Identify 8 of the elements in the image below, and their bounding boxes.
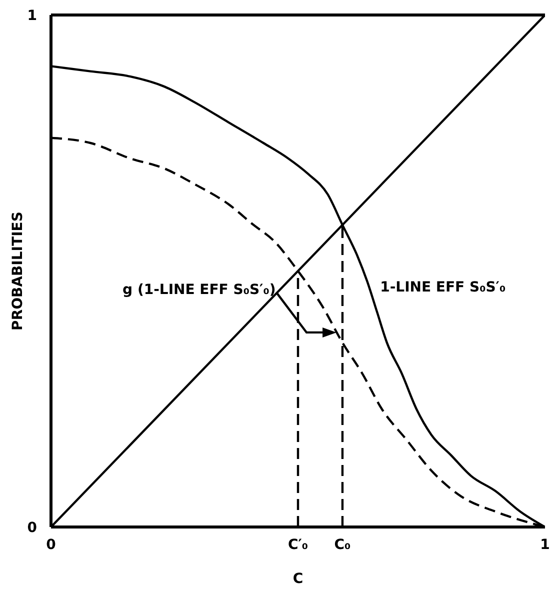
y-axis-title: PROBABILITIES (10, 212, 26, 330)
x-tick-label: C′₀ (288, 537, 308, 553)
annotation: g (1-LINE EFF S₀S′₀) (122, 282, 276, 298)
x-tick-label: 1 (540, 537, 550, 553)
x-axis-title: C (292, 571, 304, 587)
x-tick-label: 0 (46, 537, 56, 553)
x-tick-label: C₀ (334, 537, 351, 553)
annotation: 1-LINE EFF S₀S′₀ (380, 279, 506, 296)
